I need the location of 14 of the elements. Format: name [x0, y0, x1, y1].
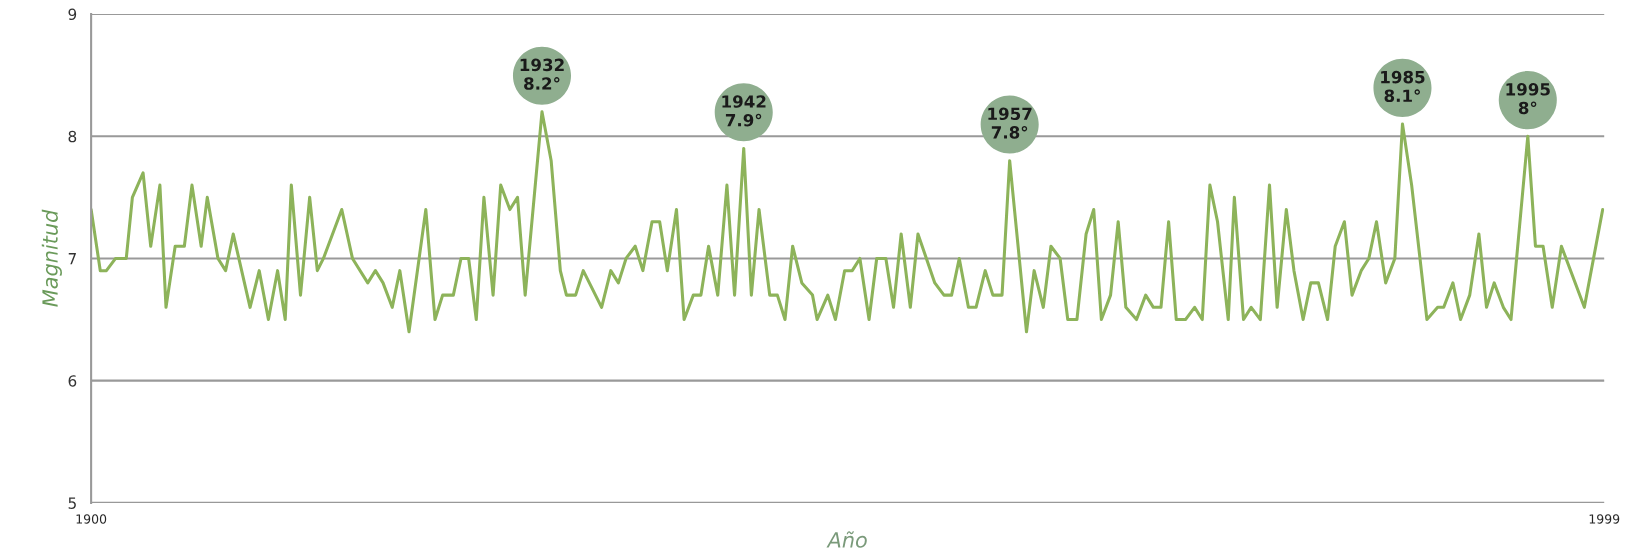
- annotation: 1932 8.2°: [520, 58, 564, 90]
- y-tick-label: 9: [68, 8, 77, 21]
- annotation: 1985 8.1°: [1381, 70, 1425, 103]
- y-tick-label: 6: [68, 375, 77, 387]
- x-tick-label: 1999: [1589, 514, 1620, 524]
- annotation: 1942 7.9°: [722, 95, 766, 127]
- x-tick-label: 1900: [76, 514, 107, 524]
- x-axis-title: Año: [826, 531, 867, 548]
- annotation: 1957 7.8°: [988, 107, 1032, 139]
- y-tick-label: 8: [68, 130, 77, 143]
- y-axis-title: Magnitud: [41, 209, 62, 307]
- y-tick-label: 7: [68, 253, 76, 265]
- annotation: 1995 8°: [1506, 83, 1550, 115]
- y-tick-label: 5: [68, 497, 76, 509]
